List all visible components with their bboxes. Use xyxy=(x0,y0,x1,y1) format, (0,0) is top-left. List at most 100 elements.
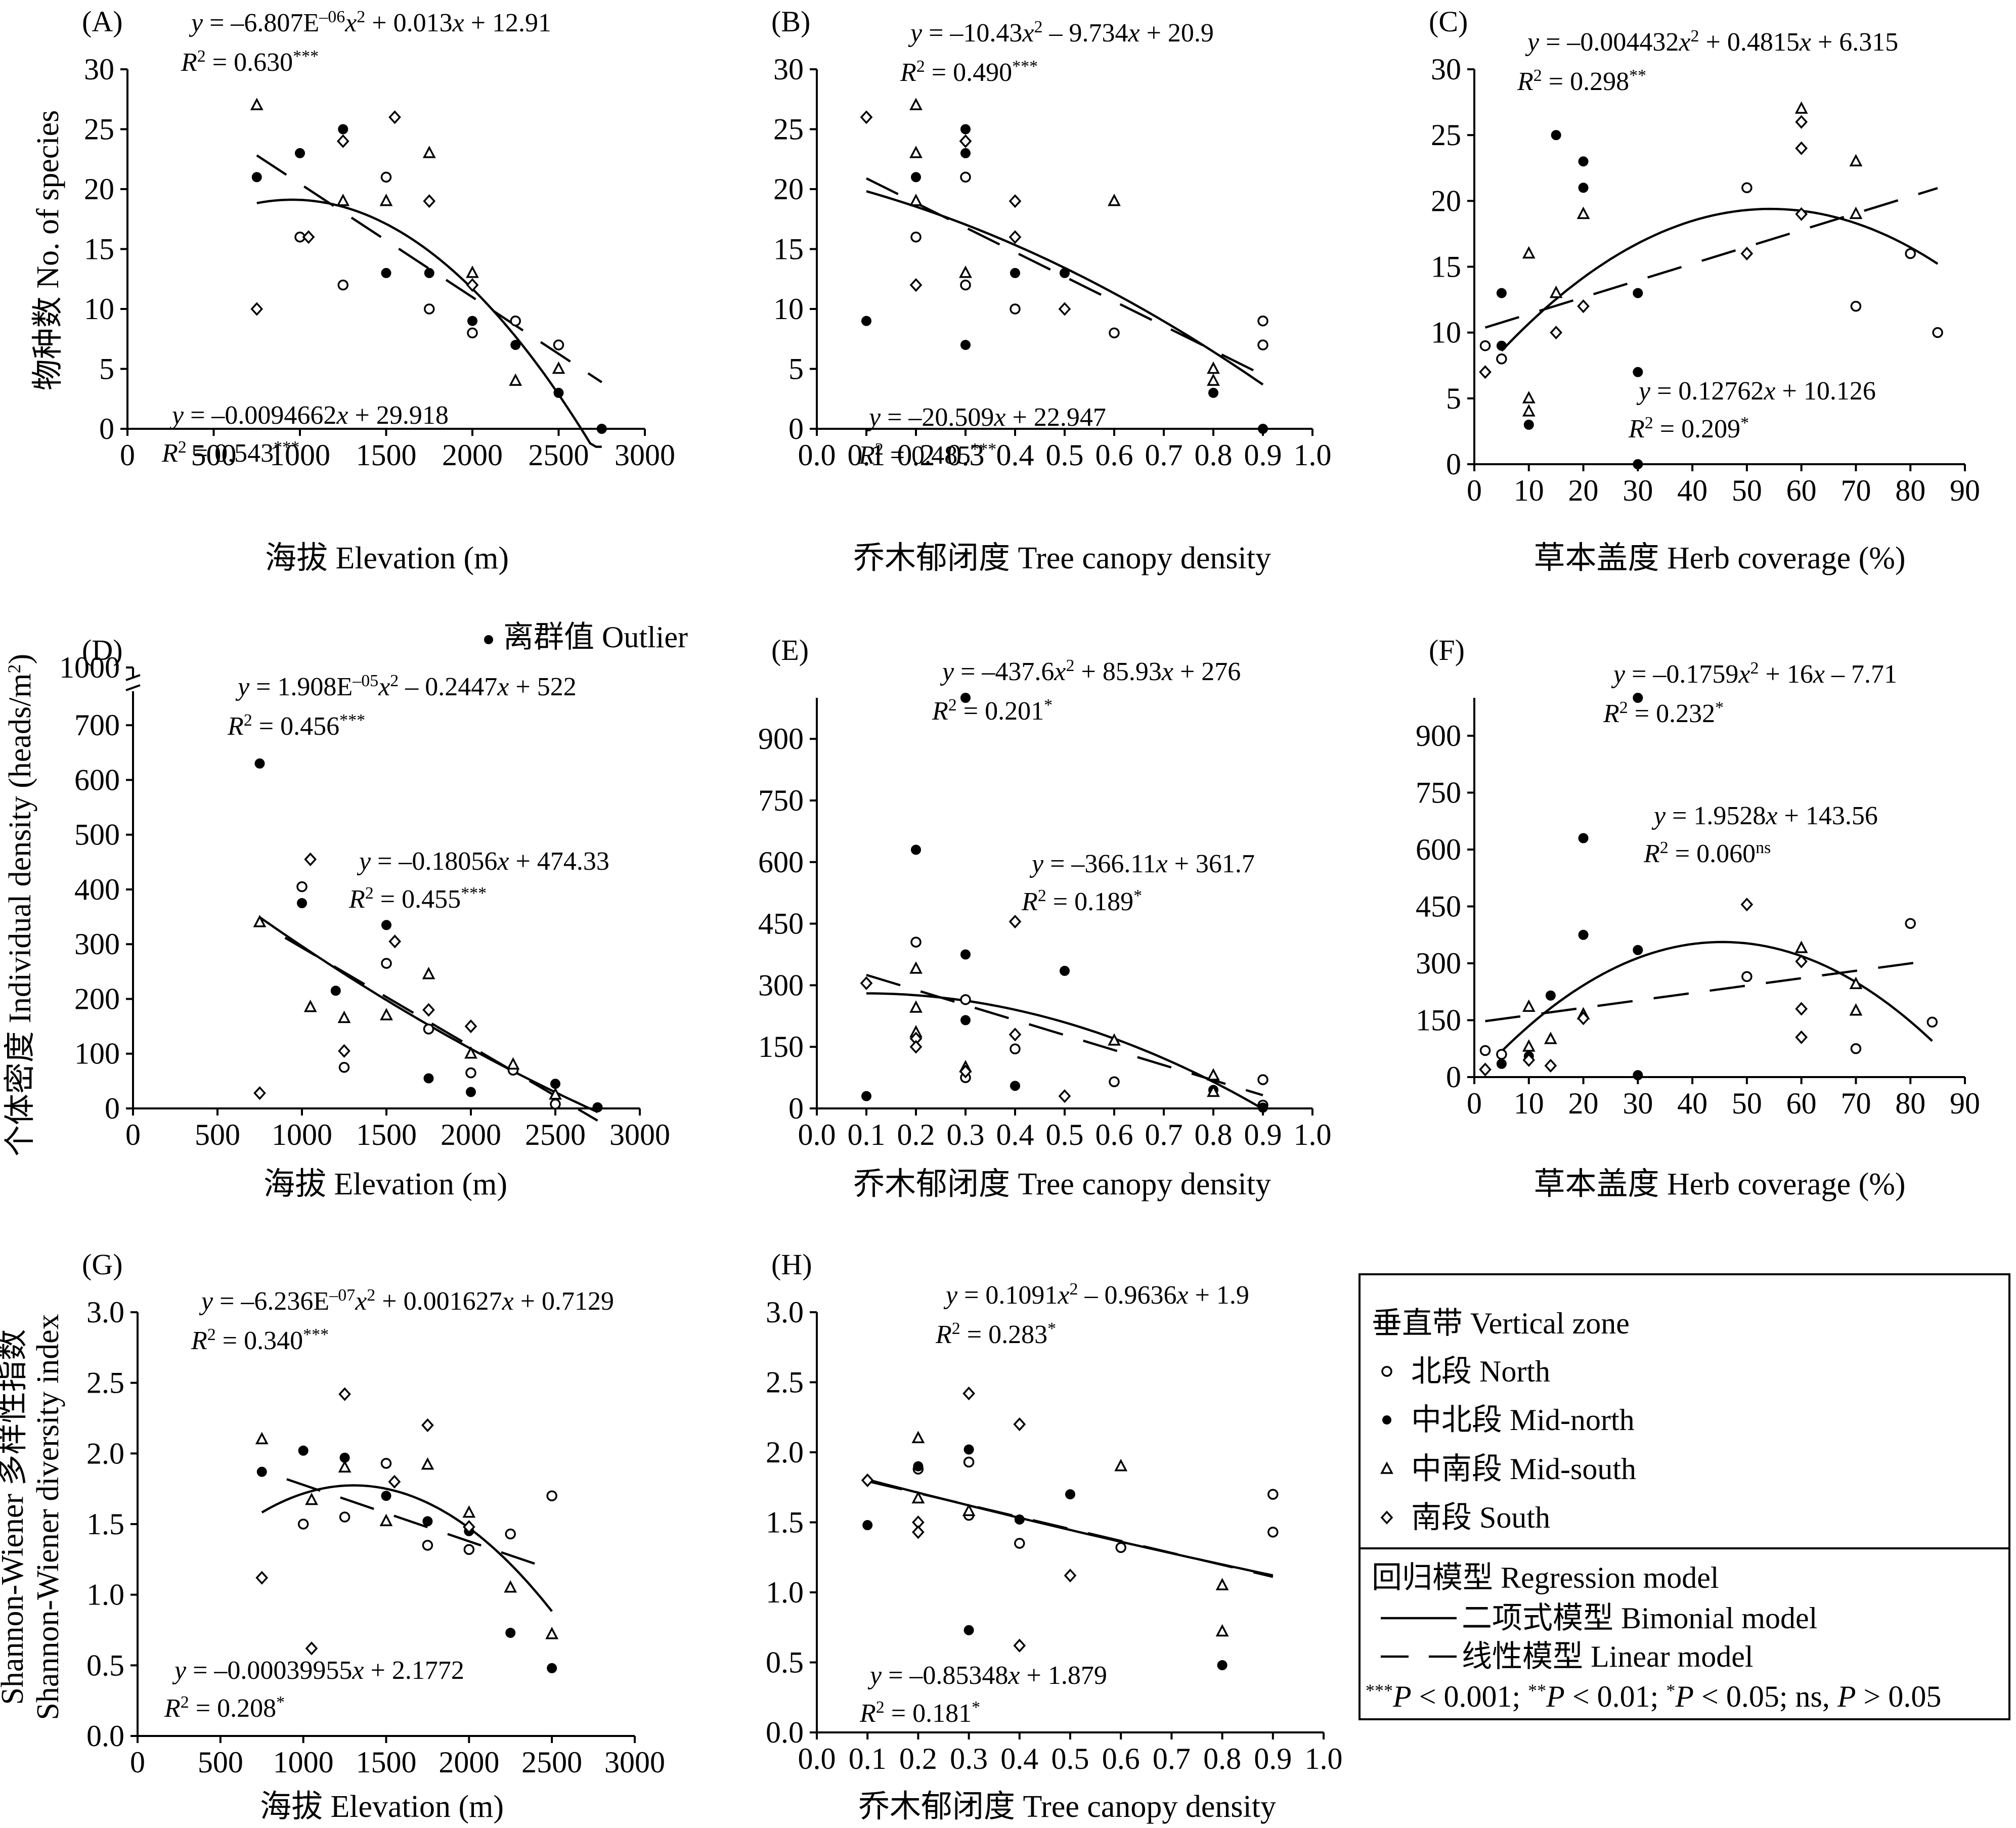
equation-binomial: y = –0.004432x2 + 0.4815x + 6.315 xyxy=(1525,27,1898,57)
midsouth-point xyxy=(1207,373,1220,386)
midnorth-point xyxy=(298,1445,309,1456)
midnorth-point xyxy=(862,1520,873,1531)
midnorth-point xyxy=(913,1461,924,1472)
midnorth-point xyxy=(295,148,305,158)
r-squared-binomial: R2 = 0.490*** xyxy=(900,57,1038,87)
midsouth-point xyxy=(1215,1578,1229,1590)
y-tick-label: 600 xyxy=(1416,833,1461,866)
midnorth-point xyxy=(1060,267,1070,278)
x-tick-label: 0.3 xyxy=(950,1742,988,1775)
north-point xyxy=(339,1511,350,1523)
r-squared-linear: R2 = 0.209* xyxy=(1628,414,1749,444)
midsouth-point xyxy=(253,915,267,927)
legend-zone-title: 垂直带 Vertical zone xyxy=(1372,1307,1630,1340)
south-point xyxy=(1009,1028,1022,1042)
midnorth-point xyxy=(297,898,307,908)
x-axis-title: 乔木郁闭度 Tree canopy density xyxy=(858,1790,1276,1824)
midnorth-point xyxy=(381,920,391,930)
midnorth-point xyxy=(1578,156,1589,167)
x-tick-label: 2000 xyxy=(441,1118,501,1151)
legend-north-label: 北段 North xyxy=(1411,1355,1550,1388)
south-point xyxy=(1013,1638,1026,1653)
south-point xyxy=(255,1571,269,1585)
x-tick-label: 3000 xyxy=(615,438,675,472)
midsouth-point xyxy=(379,1513,393,1527)
north-point xyxy=(1010,303,1021,315)
midnorth-point xyxy=(254,758,265,769)
midsouth-point xyxy=(1849,976,1863,989)
x-tick-label: 50 xyxy=(1732,474,1762,507)
midnorth-point xyxy=(963,1625,974,1635)
x-axis-title: 乔木郁闭度 Tree canopy density xyxy=(853,541,1271,575)
y-tick-label: 0 xyxy=(788,412,804,445)
south-point xyxy=(1577,1011,1590,1026)
x-tick-label: 1000 xyxy=(272,1118,332,1151)
r-squared-binomial: R2 = 0.298** xyxy=(1517,66,1646,97)
midnorth-point xyxy=(963,1444,974,1455)
midnorth-point xyxy=(424,267,434,278)
y-tick-label: 25 xyxy=(1431,118,1461,152)
midnorth-point xyxy=(960,340,971,350)
r-squared-linear: R2 = 0.189* xyxy=(1021,886,1142,917)
equation-binomial: y = –437.6x2 + 85.93x + 276 xyxy=(940,656,1241,687)
midsouth-point xyxy=(250,98,264,110)
equation-linear: y = 0.12762x + 10.126 xyxy=(1636,377,1876,406)
y-tick-label: 0 xyxy=(105,1092,120,1125)
north-point xyxy=(1014,1538,1025,1549)
panel-label: (F) xyxy=(1429,634,1465,666)
binomial-fit-curve xyxy=(866,190,1264,386)
x-tick-label: 2000 xyxy=(439,1746,499,1779)
chart-panel: 0.0 0.1 0.2 0.3 0.4 0.5 0.6 0.7 0.8 0.9 1.0 0 150 300… xyxy=(758,634,1332,1201)
north-point xyxy=(1267,1489,1279,1500)
x-tick-label: 70 xyxy=(1840,1087,1871,1120)
x-tick-label: 0.2 xyxy=(899,1742,937,1775)
north-point xyxy=(1257,1074,1268,1085)
north-point xyxy=(380,1458,392,1469)
x-tick-label: 0 xyxy=(125,1118,141,1151)
midsouth-point xyxy=(421,1457,434,1470)
y-tick-label: 10 xyxy=(84,292,114,326)
x-tick-label: 0.5 xyxy=(1046,438,1084,472)
y-tick-label: 0.0 xyxy=(766,1716,804,1749)
linear-fit-line xyxy=(867,1480,1274,1578)
x-tick-label: 0.7 xyxy=(1153,1742,1191,1775)
north-point xyxy=(422,1540,433,1551)
north-point xyxy=(505,1528,516,1540)
south-point xyxy=(959,134,972,148)
r-squared-linear: R2 = 0.455*** xyxy=(348,884,487,914)
x-tick-label: 30 xyxy=(1623,474,1653,507)
x-axis-title: 海拔 Elevation (m) xyxy=(265,541,509,575)
north-point xyxy=(510,315,521,327)
x-tick-label: 10 xyxy=(1514,474,1544,507)
binomial-fit-curve xyxy=(261,1484,553,1612)
north-point xyxy=(910,937,922,948)
binomial-fit-curve xyxy=(1501,941,1933,1052)
y-tick-label: 400 xyxy=(74,873,120,906)
y-tick-label: 0 xyxy=(1446,1060,1461,1094)
north-point xyxy=(1926,1016,1938,1028)
midsouth-point xyxy=(909,193,923,206)
r-squared-binomial: R2 = 0.456*** xyxy=(227,711,365,741)
x-tick-label: 1.0 xyxy=(1305,1742,1343,1775)
x-tick-label: 2500 xyxy=(521,1746,582,1779)
r-squared-linear: R2 = 0.543*** xyxy=(161,438,299,468)
south-point xyxy=(1544,1058,1557,1073)
x-tick-label: 0.8 xyxy=(1203,1742,1241,1775)
midnorth-point xyxy=(422,1516,433,1527)
y-tick-label: 2.5 xyxy=(766,1366,804,1399)
midsouth-point xyxy=(338,1460,352,1473)
x-tick-label: 0.8 xyxy=(1195,1118,1233,1151)
south-point xyxy=(1795,954,1808,968)
midnorth-point xyxy=(330,986,341,996)
midsouth-point xyxy=(911,1431,925,1444)
chart-panel: 0 10 20 30 40 50 60 70 80 90 0 5 10 15 20 25 30 (C) 草本盖度 H… xyxy=(1429,5,1980,575)
x-axis-title: 草本盖度 Herb coverage (%) xyxy=(1533,1167,1905,1201)
x-tick-label: 0.5 xyxy=(1046,1118,1084,1151)
y-tick-label: 20 xyxy=(1431,184,1461,217)
north-point xyxy=(1109,1076,1120,1087)
north-point xyxy=(465,1067,476,1079)
midnorth-point xyxy=(423,1073,434,1084)
outlier-label: 离群值 Outlier xyxy=(503,620,688,654)
equation-linear: y = –0.85348x + 1.879 xyxy=(867,1661,1107,1690)
axis-break-mark xyxy=(125,684,141,691)
